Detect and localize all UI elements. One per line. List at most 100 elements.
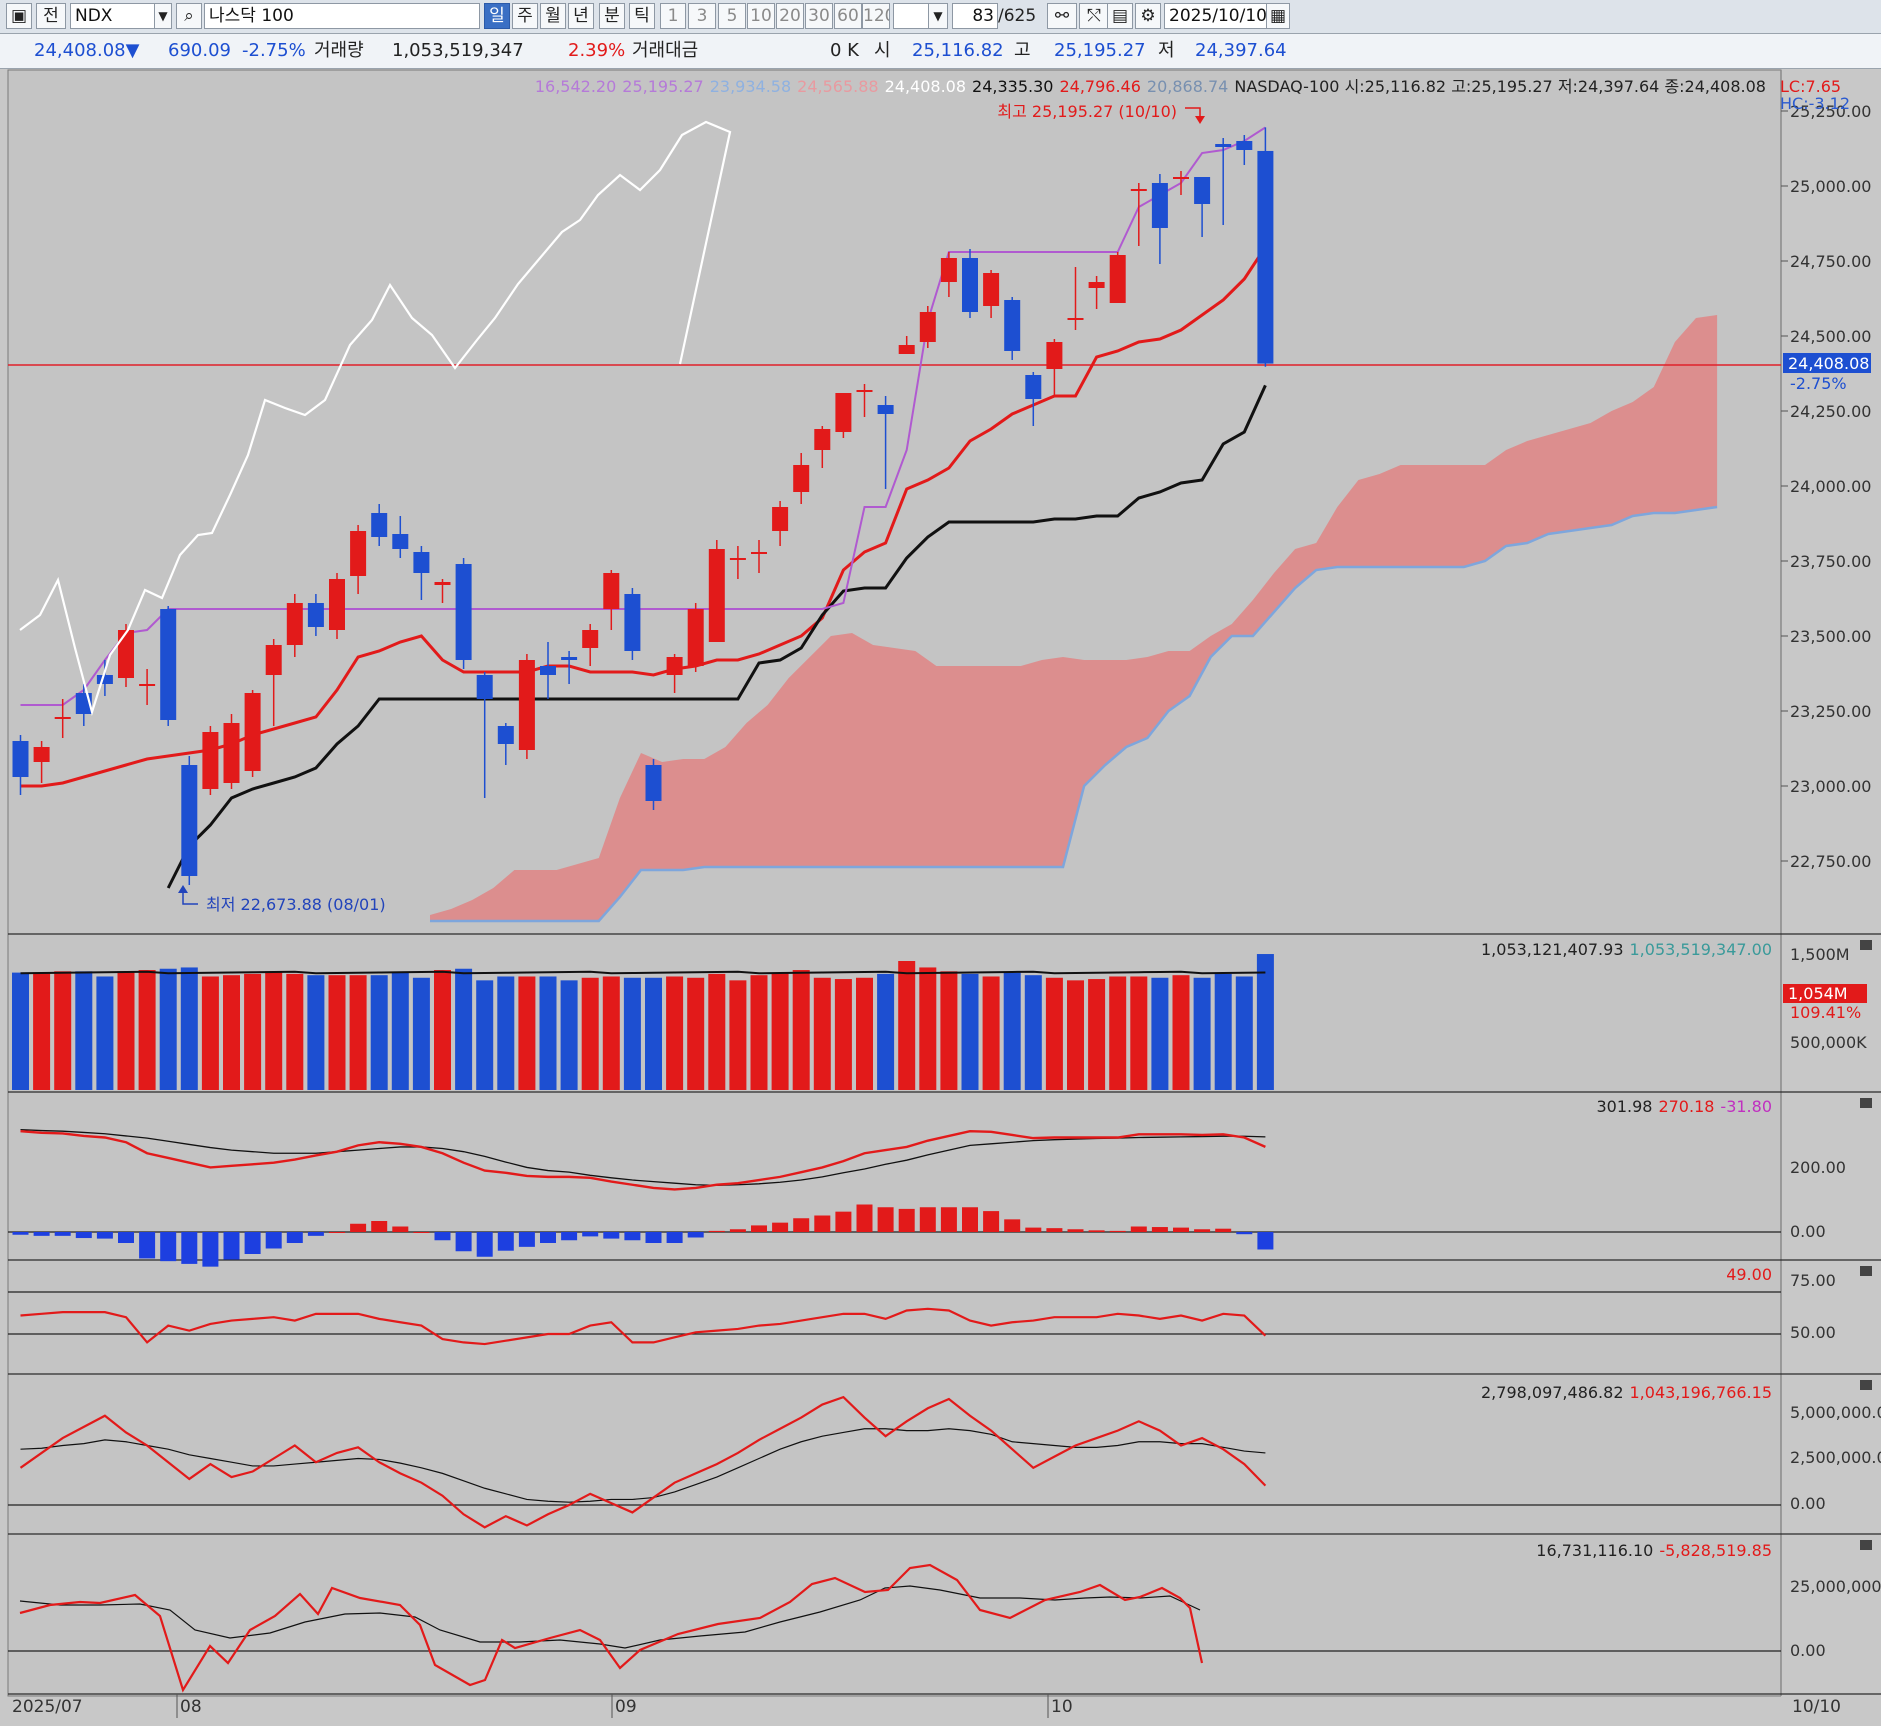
period-tab-day[interactable]: 일 [484,3,510,29]
panel-menu-icons[interactable] [1860,940,1872,1550]
volume-bar [391,972,409,1090]
macd-osc-bar [413,1232,430,1233]
ad-legend-signal: 16,731,116.10 [1536,1541,1653,1560]
obv-line [19,1395,1267,1529]
candle [729,558,746,560]
candle [1215,144,1232,147]
macd-osc-bar [139,1232,156,1259]
lc-label: LC:7.65 [1780,77,1841,96]
indicator-icon[interactable]: ⤲ [1079,3,1109,29]
ad-axis-label: 0.00 [1790,1641,1826,1660]
volume-bar [645,977,662,1090]
volume-bar [771,972,789,1090]
candle [856,390,873,392]
candle [455,564,472,660]
macd-osc-bar [33,1232,50,1236]
current-price-tag: 24,408.08 [1788,354,1869,373]
chart-area[interactable]: 25,250.00 25,000.00 24,750.00 24,500.00 24,2… [0,68,1881,1726]
interval-20[interactable]: 20 [776,3,804,29]
macd-osc-bar [307,1232,324,1236]
candle [518,660,535,750]
layout-icon[interactable]: ▣ [6,3,32,29]
legend-item: 24,796.46 [1059,77,1140,96]
obv-axis-label: 2,500,000.0 [1790,1448,1881,1467]
interval-30[interactable]: 30 [805,3,833,29]
interval-dropdown-icon[interactable]: ▼ [928,3,948,29]
macd-osc-bar [898,1208,915,1232]
macd-legend: 301.98 270.18 -31.80 [1596,1097,1772,1116]
prev-button[interactable]: 전 [36,3,66,29]
volume-bar [1067,980,1084,1090]
candle [624,594,641,651]
volume-bar [687,977,705,1090]
ad-legend: 16,731,116.10 -5,828,519.85 [1536,1541,1772,1560]
interval-3[interactable]: 3 [688,3,716,29]
interval-1[interactable]: 1 [660,3,686,29]
count-input[interactable]: 83 [952,3,998,29]
volume-axis-label: 500,000K [1790,1033,1867,1052]
date-axis-label: 09 [615,1697,637,1717]
interval-10[interactable]: 10 [747,3,775,29]
quote-price: 24,408.08▼ [34,40,140,61]
volume-bar [729,980,747,1090]
interval-60[interactable]: 60 [834,3,862,29]
date-axis-label: 10 [1051,1697,1073,1717]
volume-bar [1130,976,1148,1090]
price-axis-label: 23,500.00 [1790,627,1871,646]
macd-chart [12,1128,1274,1267]
chart-type-icon[interactable]: ⚯ [1047,3,1077,29]
open-label: 시 [874,40,891,61]
macd-osc-bar [983,1211,1000,1232]
period-tab-minute[interactable]: 분 [599,3,625,29]
obv-axis-label: 5,000,000.0 [1790,1403,1881,1422]
volume-bar [666,976,684,1090]
period-tab-week[interactable]: 주 [512,3,538,29]
symbol-name-field: 나스닥 100 [204,3,480,29]
date-input[interactable]: 2025/10/10 [1164,3,1270,29]
macd-osc-bar [392,1226,409,1232]
interval-120[interactable]: 120 [862,3,890,29]
volume-bar [138,970,156,1090]
volume-bar [919,967,937,1090]
candlesticks[interactable] [12,127,1274,885]
volume-bar [1256,954,1274,1090]
symbol-input[interactable]: NDX [70,3,160,29]
volume-bar [792,970,810,1090]
candle [835,393,852,432]
ad-legend-value: -5,828,519.85 [1659,1541,1772,1560]
candle [1067,318,1084,320]
low-marker-label: 최저 22,673.88 (08/01) [206,895,386,914]
candle [1046,342,1063,369]
interval-5[interactable]: 5 [718,3,746,29]
calendar-icon[interactable]: ▦ [1266,3,1290,29]
volume-bar [518,976,536,1090]
gear-icon[interactable]: ⚙ [1135,3,1161,29]
volume-bar [455,968,473,1090]
candle [540,666,556,675]
volume-bar [877,973,895,1090]
price-axis-label: 22,750.00 [1790,852,1871,871]
period-tab-year[interactable]: 년 [568,3,594,29]
legend-item: 24,565.88 [797,77,878,96]
candle [476,675,493,699]
macd-osc-bar [772,1222,789,1232]
period-tab-month[interactable]: 월 [540,3,566,29]
candle [202,732,219,789]
search-icon[interactable]: ⌕ [176,3,202,29]
period-tab-tick[interactable]: 틱 [629,3,655,29]
ad-axis-label: 25,000,000 [1790,1577,1881,1596]
panel-menu-icon [1860,1266,1872,1276]
save-icon[interactable]: ▤ [1107,3,1133,29]
macd-legend-signal: 301.98 [1596,1097,1652,1116]
legend-item: 23,934.58 [710,77,791,96]
quote-low: 24,397.64 [1195,40,1287,61]
symbol-dropdown-icon[interactable]: ▼ [154,3,172,29]
macd-osc-bar [540,1232,556,1243]
macd-osc-bar [497,1232,514,1251]
comparison-line [19,120,732,716]
count-total: /625 [998,6,1037,26]
candle [645,765,662,801]
macd-osc-bar [1173,1227,1189,1232]
candle [1236,141,1253,150]
volume-bar [434,970,451,1090]
